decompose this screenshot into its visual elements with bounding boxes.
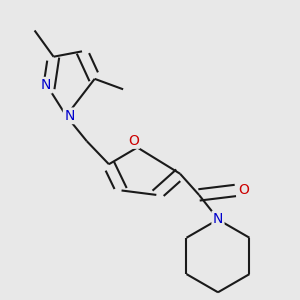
Text: N: N (41, 78, 52, 92)
Text: O: O (238, 184, 249, 197)
Text: O: O (128, 134, 139, 148)
Text: N: N (64, 109, 75, 123)
Text: N: N (213, 212, 223, 226)
